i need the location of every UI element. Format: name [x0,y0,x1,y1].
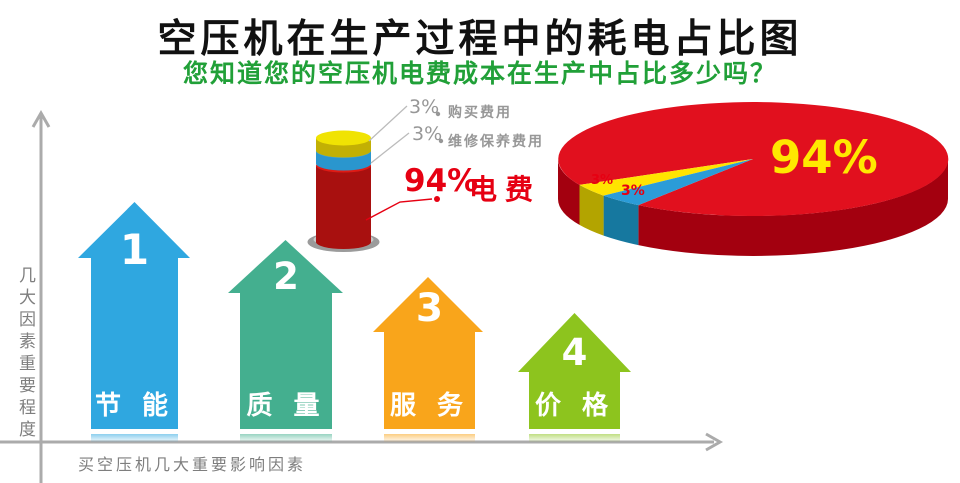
arrow-price [518,313,631,429]
arrow-rank-1: 1 [119,225,150,274]
page-title: 空压机在生产过程中的耗电占比图 [157,17,803,62]
leader-lines [365,105,444,221]
arrow-rank-3: 3 [415,286,444,331]
arrow-label-quality: 质 量 [246,391,326,421]
arrow-quality-reflection [240,434,332,442]
arrow-price-reflection [529,434,620,442]
leader-dot-maintenance [438,138,444,144]
arrow-energy-saving [78,202,190,429]
arrow-service [373,277,483,429]
leader-line-electricity [365,198,433,221]
pie-slice-maintenance [603,159,753,206]
pie-chart [558,102,949,256]
pie-yellow-side [579,184,604,236]
electricity-pct-label: 94% [404,163,479,199]
leader-dot-electricity [434,196,440,202]
pie-red-side-right [638,159,948,256]
pie-red-side-left [558,159,580,225]
y-axis-caption: 几大因素重要程度 [15,266,35,442]
purchase-name-label: 购买费用 [448,105,512,121]
cylinder-electricity-segment [316,166,371,250]
y-axis-arrowhead-icon [31,109,51,128]
pie-blue-pct-label: 3% [621,183,645,199]
arrow-label-service: 服 务 [389,391,470,421]
arrow-energy-saving-reflection [91,434,178,442]
factor-arrows [78,202,631,442]
cost-cylinder [307,130,380,252]
page-subtitle: 您知道您的空压机电费成本在生产中占比多少吗？ [182,59,777,88]
maintenance-pct-label: 3% [412,123,443,145]
arrow-label-price: 价 格 [534,391,615,421]
y-axis [31,109,51,483]
arrow-rank-2: 2 [273,255,299,298]
cylinder-top-face [316,130,371,146]
pie-slice-electricity [558,102,949,217]
arrow-quality [228,240,343,429]
pie-slice-purchase [579,159,753,196]
x-axis-arrowhead-icon [705,432,724,452]
electricity-name-label: 电费 [469,173,542,206]
x-axis-caption: 买空压机几大重要影响因素 [78,455,307,474]
leader-line-purchase [368,105,408,142]
pie-yellow-pct-label: 3% [591,173,614,188]
arrow-rank-4: 4 [561,331,588,374]
arrow-label-energy-saving: 节 能 [94,391,175,421]
leader-line-maintenance [370,132,410,164]
maintenance-name-label: 维修保养费用 [448,134,544,150]
pie-main-pct-label: 94% [770,131,878,184]
purchase-pct-label: 3% [409,96,440,118]
arrow-service-reflection [384,434,475,442]
pie-blue-side [603,195,639,246]
leader-dot-purchase [435,111,441,117]
